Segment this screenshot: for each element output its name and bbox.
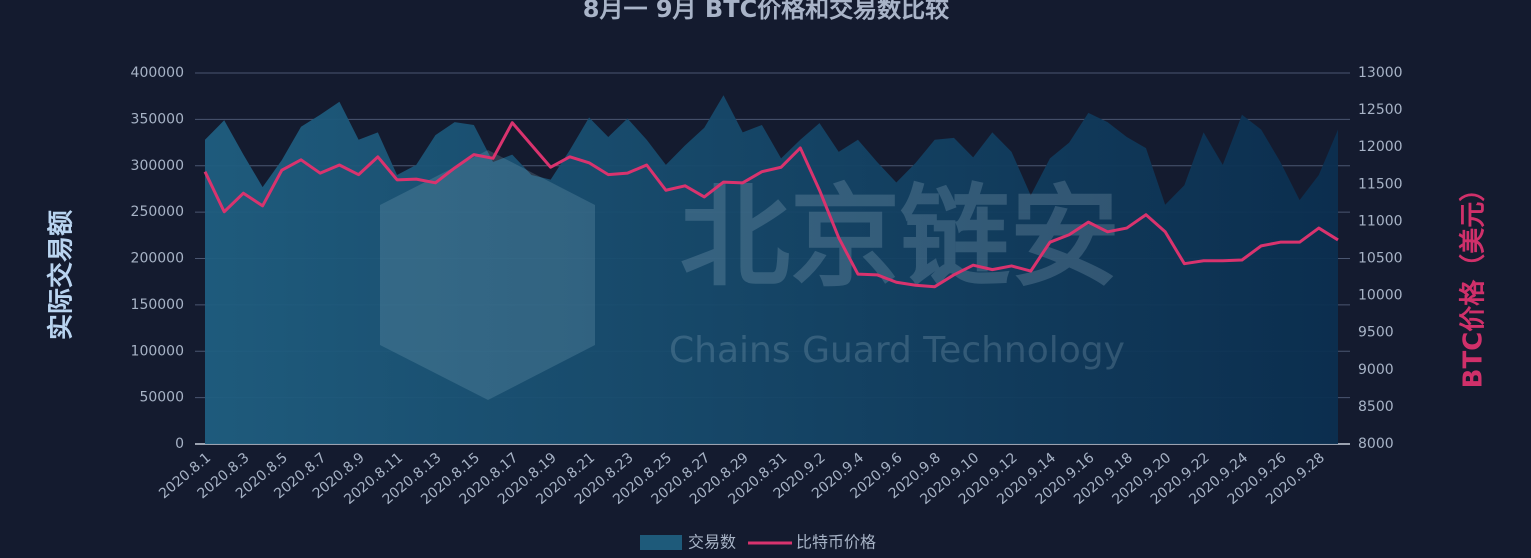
legend-label: 比特币价格 xyxy=(796,533,876,552)
y2-tick-label: 12000 xyxy=(1358,139,1403,155)
y2-axis-title: BTC价格（美元） xyxy=(1458,176,1489,389)
legend-swatch xyxy=(640,535,682,550)
y2-tick-label: 8500 xyxy=(1358,399,1394,415)
y-tick-label: 300000 xyxy=(131,158,184,174)
y2-tick-label: 8000 xyxy=(1358,436,1394,452)
y-tick-label: 50000 xyxy=(139,390,184,406)
y2-tick-label: 11500 xyxy=(1358,176,1403,192)
y2-tick-label: 13000 xyxy=(1358,65,1403,81)
plot-layer xyxy=(195,72,1350,445)
y2-tick-label: 10000 xyxy=(1358,288,1403,304)
y-tick-label: 400000 xyxy=(131,65,184,81)
y2-tick-label: 9000 xyxy=(1358,362,1394,378)
watermark-subtitle: Chains Guard Technology xyxy=(669,330,1125,371)
y2-tick-label: 12500 xyxy=(1358,102,1403,118)
y-tick-label: 200000 xyxy=(131,251,184,267)
y-tick-label: 100000 xyxy=(131,343,184,359)
y-axis-title: 实际交易额 xyxy=(46,210,77,340)
y-tick-label: 250000 xyxy=(131,204,184,220)
area xyxy=(205,95,1338,444)
y2-tick-label: 9500 xyxy=(1358,325,1394,341)
y2-tick-label: 11000 xyxy=(1358,213,1403,229)
legend-label: 交易数 xyxy=(688,533,736,552)
y2-tick-label: 10500 xyxy=(1358,251,1403,267)
watermark-title: 北京链安 xyxy=(680,173,1120,301)
watermark-logo xyxy=(380,150,595,400)
y-tick-label: 0 xyxy=(175,436,184,452)
line xyxy=(203,121,1339,289)
y-tick-label: 150000 xyxy=(131,297,184,313)
chart-title: 8月一 9月 BTC价格和交易数比较 xyxy=(583,0,949,23)
y-tick-label: 350000 xyxy=(131,111,184,127)
watermark: 北京链安 Chains Guard Technology xyxy=(380,150,1125,400)
